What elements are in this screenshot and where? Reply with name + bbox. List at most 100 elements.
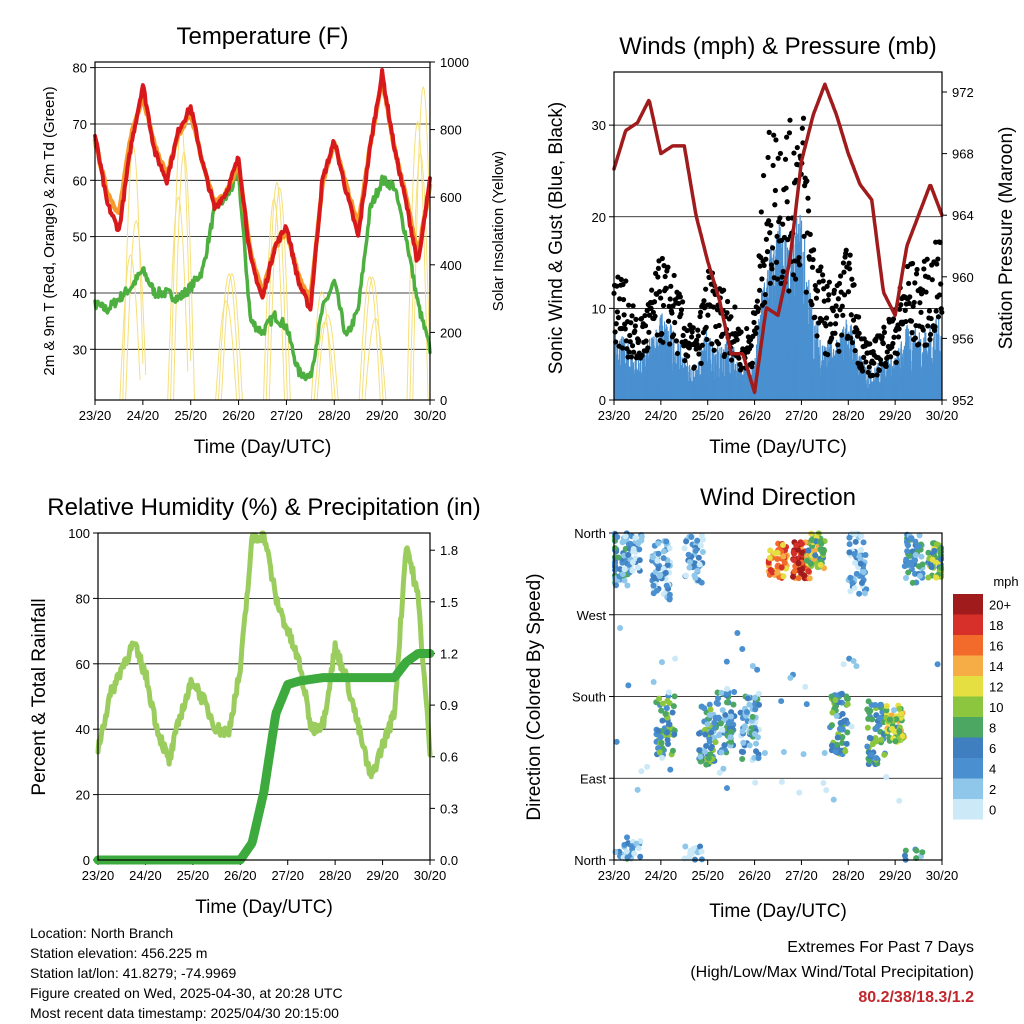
x-tick-label: 29/20	[879, 408, 912, 423]
wind-direction-point	[664, 561, 671, 568]
wind-direction-point	[625, 682, 632, 689]
wind-direction-point	[706, 701, 713, 708]
gust-point	[934, 261, 940, 267]
gust-point	[652, 313, 658, 319]
gust-point	[736, 355, 742, 361]
gust-point	[762, 299, 768, 306]
gust-point	[614, 309, 620, 315]
legend-label: 6	[989, 741, 996, 756]
wind-direction-point	[664, 697, 671, 704]
wind-direction-point	[624, 834, 631, 841]
gust-point	[843, 247, 849, 253]
wind-direction-point	[657, 734, 664, 741]
gust-point	[638, 315, 645, 322]
wind-direction-point	[853, 570, 860, 577]
rh-line	[95, 530, 433, 780]
wind-direction-point	[898, 710, 905, 717]
gust-point	[639, 352, 645, 359]
gust-point	[863, 359, 869, 365]
gust-point	[909, 260, 916, 267]
wind-direction-point	[909, 579, 916, 586]
wind-direction-point	[629, 559, 636, 566]
wind-direction-points	[611, 530, 945, 863]
gust-point	[614, 283, 620, 289]
wind-direction-point	[892, 738, 899, 745]
wind-direction-point	[858, 532, 865, 539]
gust-point	[758, 254, 764, 261]
gust-point	[680, 332, 686, 339]
x-tick-label: 28/20	[318, 408, 351, 423]
wind-direction-point	[798, 540, 805, 547]
wind-direction-point	[717, 720, 724, 727]
wind-direction-point	[832, 697, 839, 704]
gust-point	[777, 150, 784, 157]
wind-direction-point	[682, 572, 689, 579]
wind-direction-point	[650, 582, 657, 589]
gust-point	[927, 336, 933, 343]
legend-swatch	[953, 737, 983, 758]
legend-swatch	[953, 778, 983, 799]
gust-point	[703, 286, 709, 292]
gust-point	[621, 312, 627, 318]
gust-point	[676, 300, 682, 307]
gust-point	[874, 372, 880, 378]
y-tick-label: East	[580, 771, 606, 786]
wind-direction-point	[800, 751, 807, 758]
wind-direction-point	[730, 701, 737, 708]
wind-direction-point	[933, 541, 940, 548]
y2-tick-label: 964	[952, 208, 974, 223]
wind-direction-point	[852, 538, 859, 545]
gust-point	[669, 310, 675, 316]
gust-point	[836, 280, 843, 287]
gust-point	[816, 279, 822, 285]
wind-direction-point	[634, 564, 641, 571]
wind-direction-point	[751, 694, 758, 701]
gust-point	[769, 266, 775, 272]
gust-point	[925, 323, 931, 329]
wind-direction-point	[934, 661, 941, 668]
wind-direction-point	[828, 742, 835, 749]
wind-direction-point	[715, 695, 722, 702]
gust-point	[667, 341, 673, 347]
gust-point	[724, 298, 731, 305]
wind-direction-point	[755, 690, 762, 697]
gust-point	[685, 353, 691, 359]
y-tick-label: West	[577, 608, 607, 623]
wind-direction-point	[893, 716, 900, 723]
gust-point	[809, 264, 816, 270]
x-tick-label: 26/20	[224, 868, 257, 883]
extremes-panel: Extremes For Past 7 Days (High/Low/Max W…	[690, 935, 974, 1010]
wind-direction-point	[637, 853, 644, 860]
solar-insolation-line	[218, 273, 240, 401]
gust-point	[880, 340, 886, 347]
wind-direction-point	[906, 552, 913, 559]
y-axis-label: Percent & Total Rainfall	[29, 598, 50, 795]
gust-point	[645, 345, 651, 351]
gust-point	[866, 364, 872, 370]
wind-direction-point	[624, 854, 631, 861]
wind-direction-point	[793, 542, 800, 549]
wind-direction-point	[896, 797, 903, 804]
gust-point	[820, 278, 826, 284]
wind-direction-point	[654, 557, 661, 564]
y-tick-label: North	[574, 526, 606, 541]
gust-point	[769, 245, 776, 251]
gust-point	[768, 262, 775, 268]
wind-direction-point	[860, 569, 867, 576]
wind-direction-point	[721, 742, 728, 749]
wind-direction-point	[806, 575, 813, 582]
gust-point	[859, 368, 866, 374]
wind-direction-point	[638, 768, 645, 775]
wind-direction-point	[749, 713, 756, 720]
wind-direction-point	[856, 590, 863, 597]
wind-direction-point	[850, 657, 857, 664]
gust-point	[651, 299, 658, 305]
wind-direction-point	[631, 850, 638, 857]
wind-direction-point	[918, 553, 925, 560]
gust-point	[665, 318, 672, 324]
gust-point	[891, 334, 897, 340]
wind-direction-point	[655, 727, 662, 734]
gust-point	[839, 332, 845, 338]
gust-point	[819, 317, 825, 323]
gust-point	[674, 350, 681, 357]
